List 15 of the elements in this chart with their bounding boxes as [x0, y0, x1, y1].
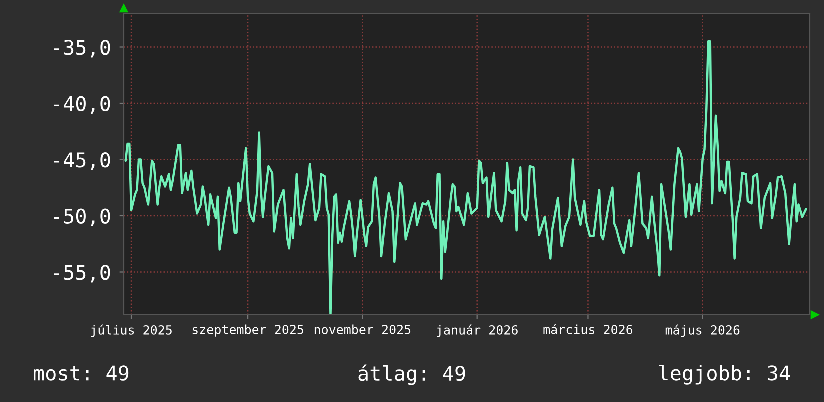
text: legjobb: 34: [659, 365, 790, 385]
y-tick-label: -40,0: [54, 96, 110, 114]
x-tick-label: március 2026: [544, 324, 633, 334]
text: most: 49: [34, 366, 129, 381]
line-series: [124, 40, 808, 315]
y-tick-label: -45,0: [54, 152, 110, 170]
y-tick-label: -55,0: [54, 265, 110, 283]
x-tick-label: május 2026: [666, 324, 740, 338]
y-tick-label: -50,0: [54, 208, 110, 227]
x-tick-label: november 2025: [314, 324, 411, 334]
y-tick-label: -35,0: [54, 40, 110, 58]
text: átlag: 49: [358, 364, 466, 386]
x-tick-label: július 2025: [91, 324, 172, 338]
x-tick-label: szeptember 2025: [192, 324, 304, 337]
x-tick-label: január 2026: [437, 324, 518, 338]
